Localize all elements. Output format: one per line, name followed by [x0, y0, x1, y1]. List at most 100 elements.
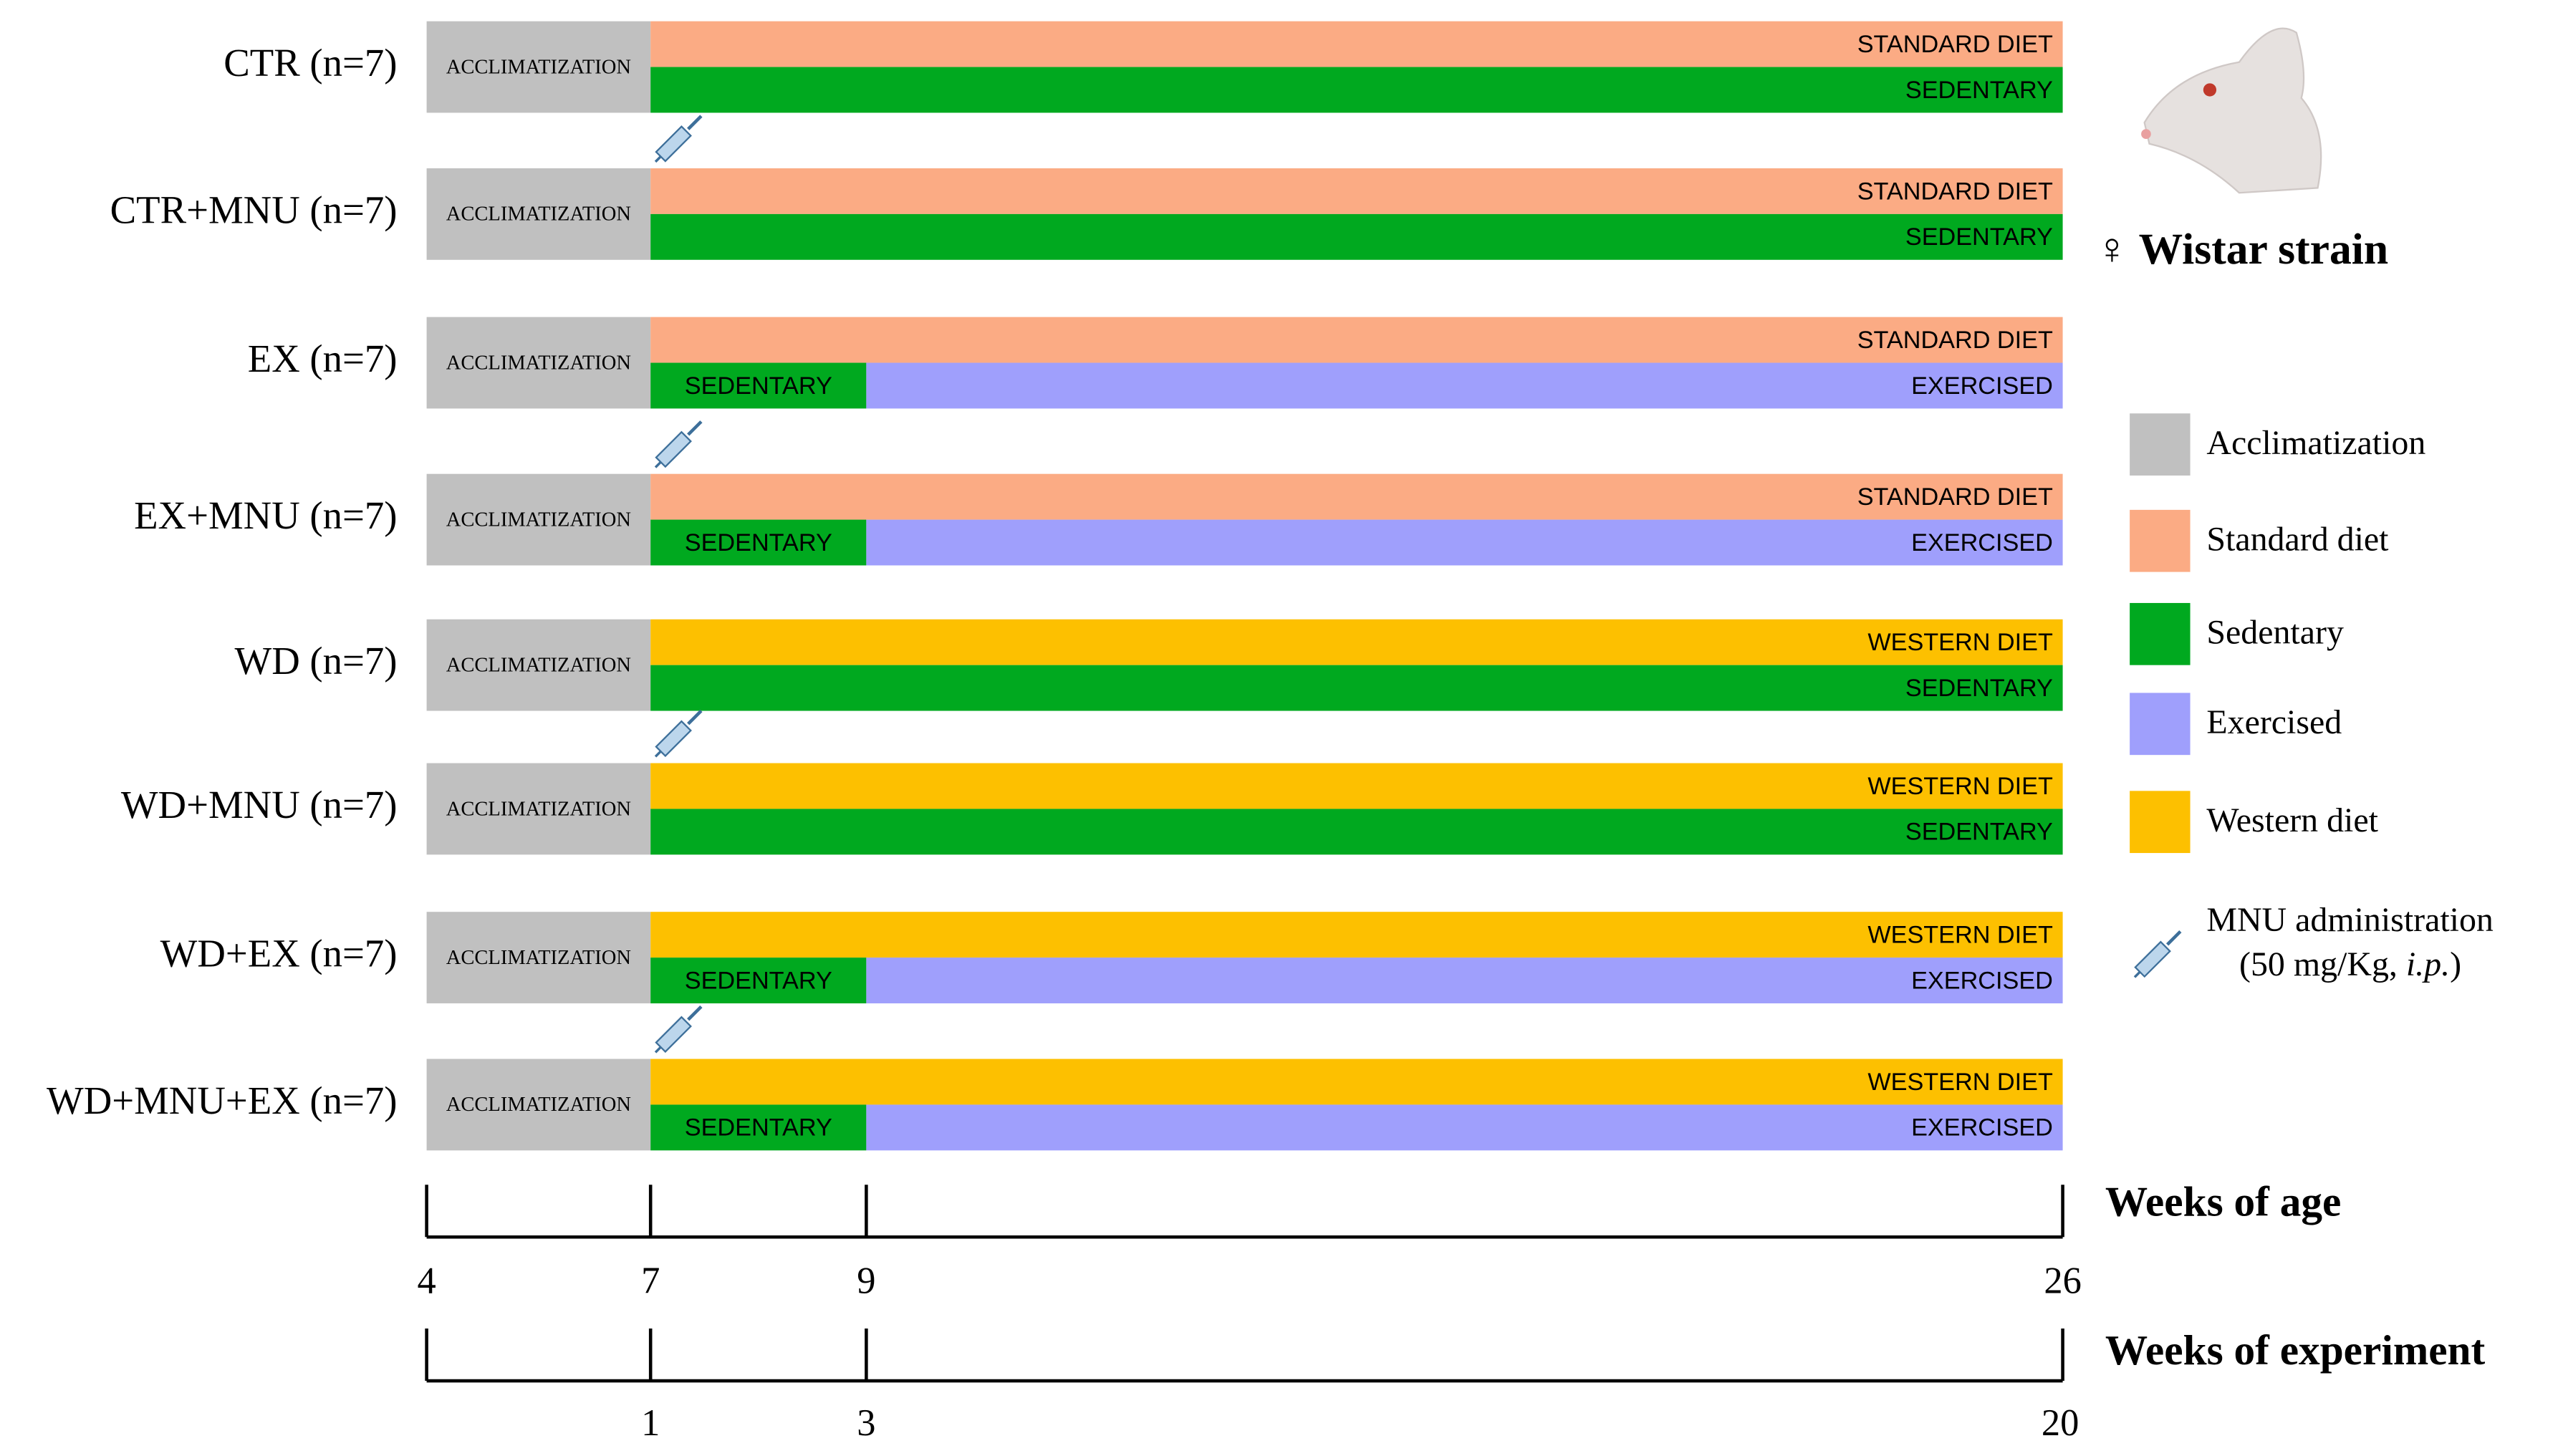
experiment-tick-label: 20 — [2042, 1402, 2079, 1444]
top-bar — [650, 21, 2063, 67]
bottom-bar-text: SEDENTARY — [1905, 819, 2053, 846]
acclimatization-bar — [426, 1059, 651, 1151]
group-label: EX (n=7) — [248, 337, 398, 380]
experiment-axis — [425, 1329, 2064, 1383]
bottom-bar — [650, 958, 867, 1003]
acclimatization-bar — [426, 763, 651, 855]
syringe-plunger — [687, 709, 703, 725]
top-bar-text: STANDARD DIET — [1857, 178, 2053, 205]
top-bar — [650, 168, 2063, 214]
legend-swatch — [2130, 602, 2191, 665]
acclimatization-text: ACCLIMATIZATION — [446, 947, 631, 969]
age-tick-label: 7 — [641, 1260, 660, 1301]
bottom-bar-text: SEDENTARY — [685, 372, 832, 400]
acclimatization-bar — [426, 317, 651, 409]
top-bar — [650, 317, 2063, 363]
top-bar-text: WESTERN DIET — [1867, 1069, 2053, 1096]
bottom-bar-text: EXERCISED — [1911, 372, 2053, 400]
syringe-plunger — [687, 115, 703, 130]
syringe-plunger — [687, 420, 703, 436]
bottom-bar-text: EXERCISED — [1911, 529, 2053, 556]
mnu-label: MNU administration — [2206, 901, 2494, 939]
syringe-icon — [654, 709, 703, 758]
top-bar-text: STANDARD DIET — [1857, 31, 2053, 58]
syringe-icon — [2133, 930, 2182, 978]
bottom-bar-text: SEDENTARY — [685, 1114, 832, 1142]
group-label: CTR (n=7) — [223, 41, 397, 85]
syringe-barrel — [655, 430, 692, 468]
bottom-bar — [650, 362, 867, 409]
top-bar-text: WESTERN DIET — [1867, 629, 2053, 656]
bottom-bar — [866, 1104, 2063, 1151]
mnu-dose-route: i.p. — [2406, 945, 2450, 983]
bottom-bar-text: SEDENTARY — [1905, 223, 2053, 251]
acclimatization-text: ACCLIMATIZATION — [446, 798, 631, 820]
acclimatization-text: ACCLIMATIZATION — [446, 654, 631, 676]
bottom-bar-text: EXERCISED — [1911, 1114, 2053, 1142]
top-bar — [650, 619, 2063, 665]
legend-label: Western diet — [2206, 801, 2378, 839]
syringe-icon — [654, 115, 703, 163]
bottom-bar — [650, 1104, 867, 1151]
acclimatization-bar — [426, 912, 651, 1003]
bottom-bar-text: SEDENTARY — [685, 529, 832, 556]
bottom-bar — [650, 519, 867, 566]
group-label: WD+EX (n=7) — [160, 932, 398, 975]
group-label: CTR+MNU (n=7) — [110, 188, 398, 231]
legend-swatch — [2130, 509, 2191, 572]
bottom-bar — [650, 809, 2063, 855]
acclimatization-text: ACCLIMATIZATION — [446, 352, 631, 374]
bottom-bar — [650, 665, 2063, 711]
legend-label: Sedentary — [2206, 614, 2344, 652]
age-tick-label: 4 — [417, 1260, 436, 1301]
rat-icon — [2141, 27, 2322, 194]
acclimatization-text: ACCLIMATIZATION — [446, 1094, 631, 1116]
age-tick-label: 26 — [2044, 1260, 2081, 1301]
age-axis — [425, 1185, 2064, 1239]
top-bar — [650, 912, 2063, 958]
syringe-barrel — [655, 1016, 692, 1054]
mnu-dose-text: (50 mg/Kg, — [2239, 945, 2406, 983]
experiment-tick-label: 3 — [857, 1402, 875, 1444]
acclimatization-text: ACCLIMATIZATION — [446, 203, 631, 226]
legend-label: Standard diet — [2206, 521, 2389, 559]
bottom-bar — [650, 213, 2063, 260]
bottom-bar — [866, 958, 2063, 1003]
experiment-tick-label: 1 — [641, 1402, 660, 1444]
top-bar-text: WESTERN DIET — [1867, 773, 2053, 800]
group-label: EX+MNU (n=7) — [134, 493, 397, 537]
acclimatization-text: ACCLIMATIZATION — [446, 508, 631, 531]
top-bar-text: WESTERN DIET — [1867, 921, 2053, 948]
top-bar-text: STANDARD DIET — [1857, 327, 2053, 354]
group-label: WD+MNU (n=7) — [121, 783, 398, 826]
experiment-axis-title: Weeks of experiment — [2105, 1326, 2486, 1374]
syringe-plunger — [687, 1005, 703, 1021]
age-axis-title: Weeks of age — [2105, 1178, 2341, 1225]
syringe-barrel — [655, 720, 692, 758]
legend-swatch — [2130, 413, 2191, 476]
bottom-bar-text: EXERCISED — [1911, 967, 2053, 994]
bottom-bar — [650, 67, 2063, 113]
syringe-icon — [654, 420, 703, 468]
mnu-legend: MNU administration (50 mg/Kg, i.p.) — [2133, 901, 2494, 983]
mnu-dose: (50 mg/Kg, i.p.) — [2239, 945, 2461, 983]
age-tick-label: 9 — [857, 1260, 875, 1301]
syringe-barrel — [655, 125, 692, 163]
syringe-icon — [654, 1005, 703, 1054]
top-bar — [650, 763, 2063, 809]
acclimatization-bar — [426, 473, 651, 566]
strain-label: ♀ Wistar strain — [2095, 225, 2388, 274]
bottom-bar-text: SEDENTARY — [1905, 77, 2053, 104]
legend-swatch — [2130, 791, 2191, 854]
acclimatization-bar — [426, 21, 651, 113]
legend-label: Exercised — [2206, 703, 2342, 741]
group-label: WD (n=7) — [235, 639, 398, 683]
bottom-bar-text: SEDENTARY — [685, 967, 832, 994]
legend-label: Acclimatization — [2206, 424, 2425, 462]
bottom-bar — [866, 519, 2063, 566]
acclimatization-text: ACCLIMATIZATION — [446, 56, 631, 78]
bottom-bar-text: SEDENTARY — [1905, 675, 2053, 702]
bottom-bar — [866, 362, 2063, 409]
